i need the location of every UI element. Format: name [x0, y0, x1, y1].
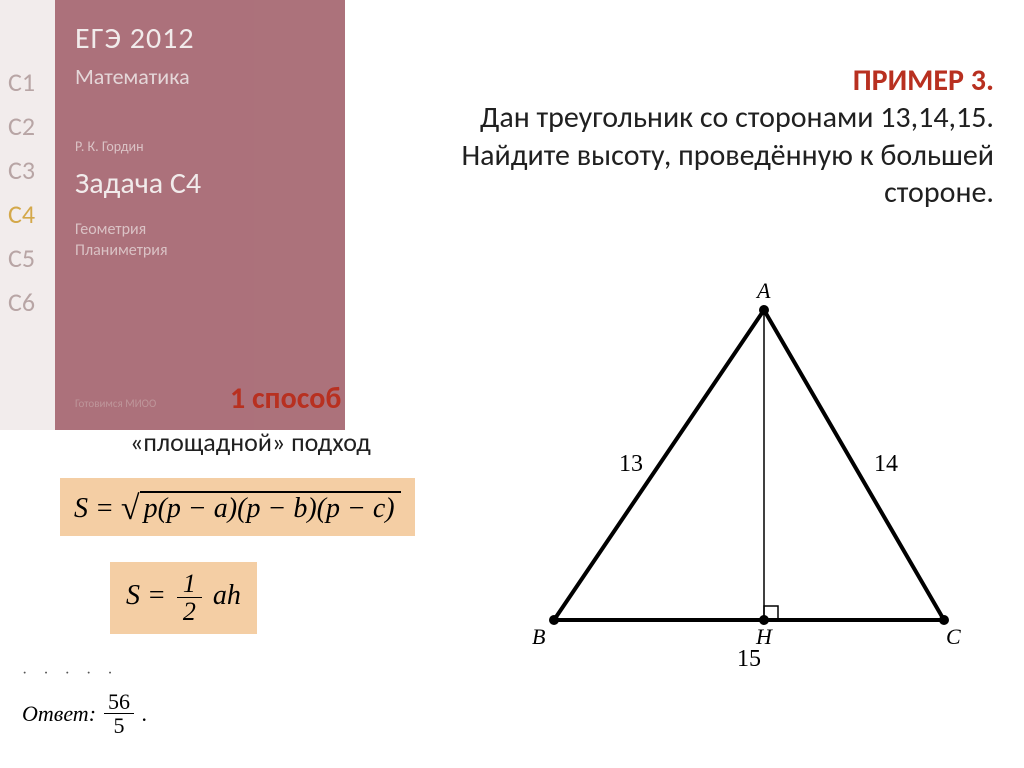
formula2-lhs: S = [126, 580, 166, 611]
book-title-line1: ЕГЭ 2012 [75, 20, 325, 57]
sidebar-item-c4[interactable]: С4 [0, 192, 55, 236]
answer-tail: . [142, 701, 148, 727]
ellipsis: · · · · · [22, 665, 119, 683]
example-title: ПРИМЕР 3. [394, 62, 994, 99]
svg-text:B: B [532, 624, 545, 649]
book-title-line2: Математика [75, 63, 325, 90]
svg-text:14: 14 [874, 451, 898, 477]
heron-formula: S = √p(p − a)(p − b)(p − c) [60, 478, 415, 536]
frac-num: 1 [177, 570, 202, 598]
sidebar-item-c1[interactable]: С1 [0, 60, 55, 104]
book-sub2: Планиметрия [75, 241, 168, 260]
frac-den: 2 [177, 598, 202, 625]
book-author: Р. К. Гордин [75, 138, 325, 155]
sidebar-item-c3[interactable]: С3 [0, 148, 55, 192]
svg-text:13: 13 [619, 451, 643, 477]
method-label: 1 способ [230, 380, 341, 417]
svg-text:A: A [755, 280, 771, 303]
example-body: Дан треугольник со сторонами 13,14,15. Н… [394, 99, 994, 212]
sidebar: С1 С2 С3 С4 С5 С6 [0, 0, 55, 430]
problem-header: ПРИМЕР 3. Дан треугольник со сторонами 1… [394, 62, 994, 212]
book-subject: Геометрия Планиметрия [75, 220, 325, 262]
formula2-rhs: ah [213, 580, 241, 611]
answer-num: 56 [104, 690, 134, 714]
triangle-diagram: ABCH131415 [524, 280, 984, 680]
formula1-lhs: S = [74, 493, 121, 524]
one-half-fraction: 1 2 [177, 570, 202, 626]
sidebar-item-c6[interactable]: С6 [0, 280, 55, 324]
svg-text:C: C [946, 624, 961, 649]
area-formula: S = 1 2 ah [110, 562, 257, 634]
radical-icon: √ [121, 490, 140, 527]
sidebar-item-c5[interactable]: С5 [0, 236, 55, 280]
formula1-under-root: p(p − a)(p − b)(p − c) [140, 491, 401, 524]
answer-line: Ответ: 56 5 . [22, 690, 148, 737]
method-sub: «площадной» подход [130, 426, 371, 458]
answer-den: 5 [104, 714, 134, 737]
svg-text:15: 15 [737, 646, 761, 672]
sidebar-item-c2[interactable]: С2 [0, 104, 55, 148]
book-sub1: Геометрия [75, 220, 146, 239]
book-task: Задача С4 [75, 165, 325, 202]
answer-fraction: 56 5 [104, 690, 134, 737]
answer-label: Ответ: [22, 701, 96, 727]
book-cover: ЕГЭ 2012 Математика Р. К. Гордин Задача … [55, 0, 345, 430]
